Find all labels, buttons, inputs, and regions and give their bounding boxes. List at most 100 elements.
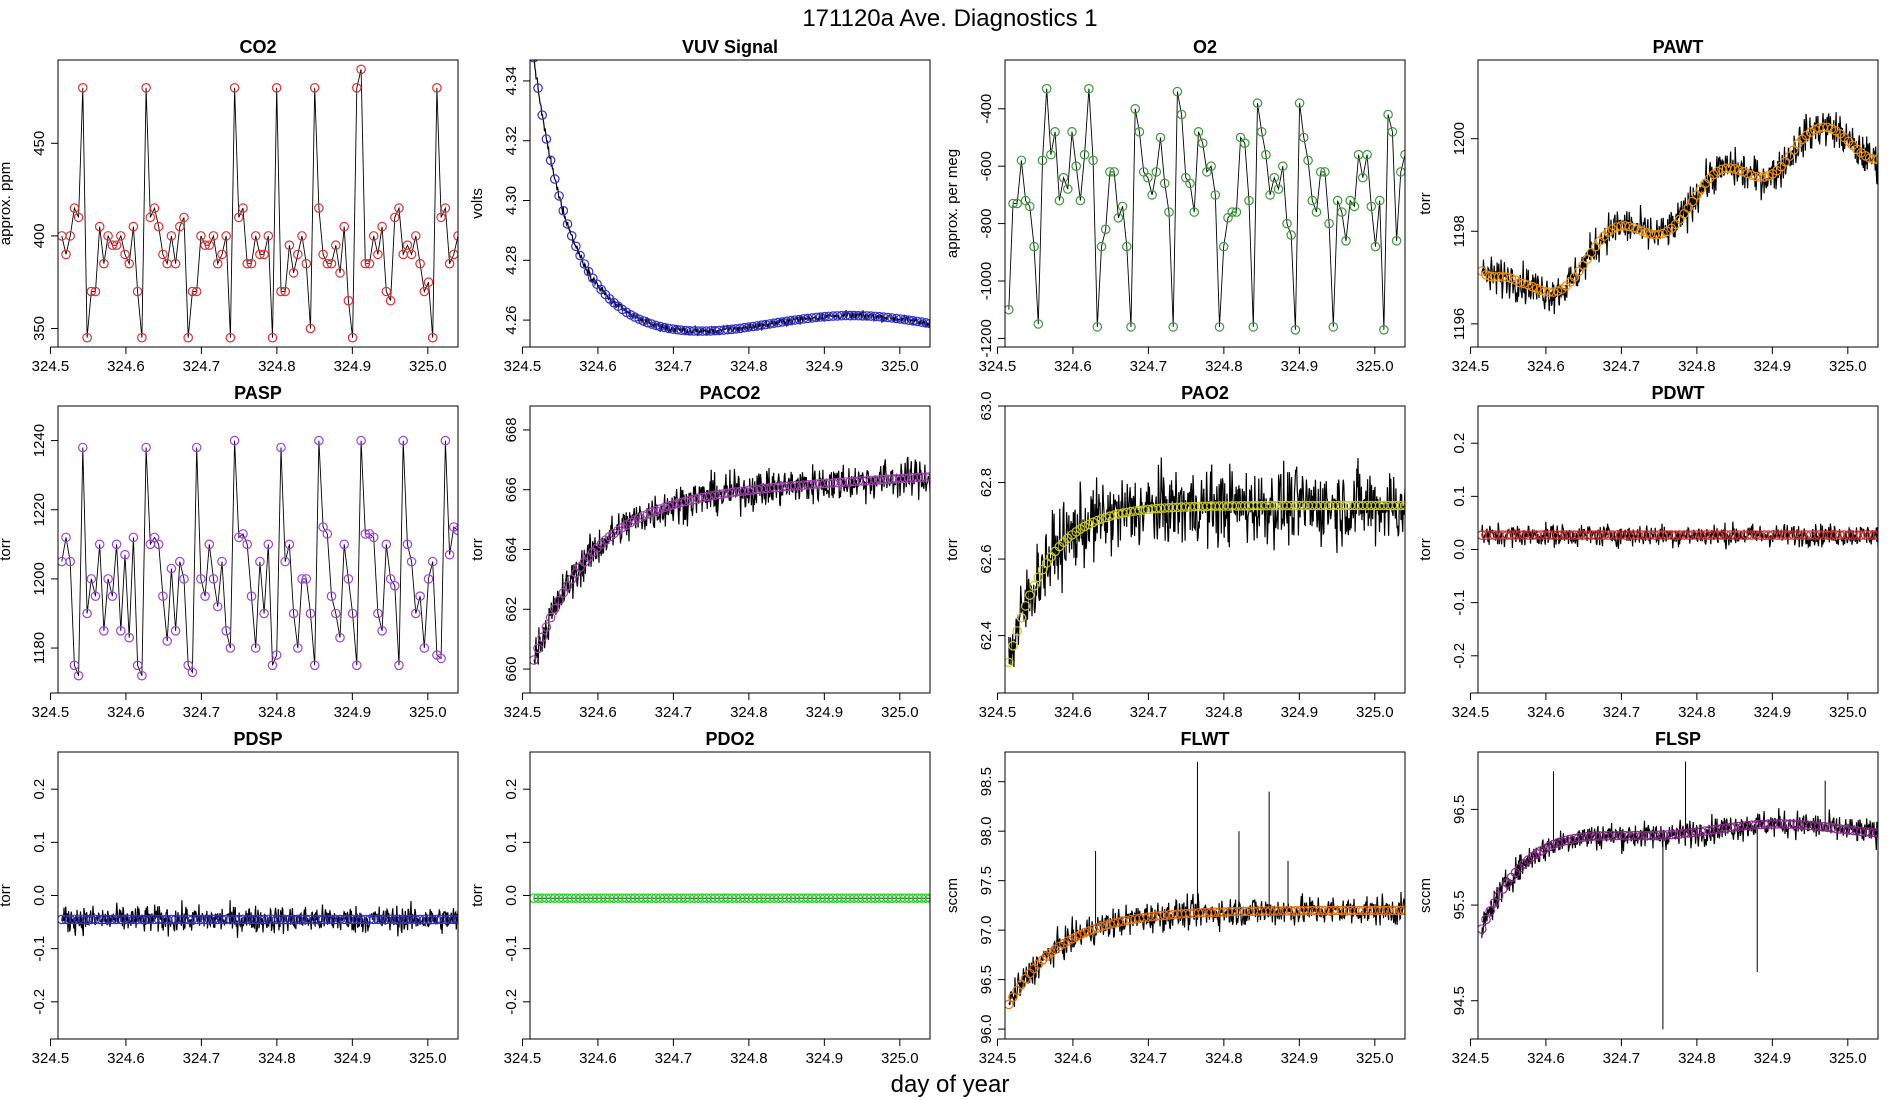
x-axis-pdsp: 324.5 324.6 324.7 324.8 324.9 325.0 bbox=[32, 1038, 447, 1067]
data-point-paco2 bbox=[668, 499, 678, 510]
x-tick-label-pao2: 324.5 bbox=[979, 704, 1017, 721]
y-tick-label-pdo2: 0.1 bbox=[503, 832, 520, 853]
data-point-o2 bbox=[1176, 109, 1187, 120]
y-tick-label-co2: 350 bbox=[31, 316, 48, 341]
plot-area-flwt bbox=[1005, 761, 1405, 1010]
y-tick-label-pao2: 63.0 bbox=[978, 391, 995, 420]
data-point-co2 bbox=[297, 231, 307, 241]
data-point-co2 bbox=[208, 231, 219, 241]
y-axis-label-flwt: sccm bbox=[944, 878, 961, 913]
panel-title-o2: O2 bbox=[1193, 37, 1217, 57]
data-point-pasp bbox=[179, 574, 189, 584]
data-point-pasp bbox=[339, 539, 349, 550]
data-point-co2 bbox=[137, 332, 147, 343]
y-tick-label-flsp: 94.5 bbox=[1451, 986, 1468, 1015]
data-point-paco2 bbox=[659, 502, 670, 513]
y-tick-label-flsp: 95.5 bbox=[1451, 890, 1468, 919]
x-tick-label-o2: 324.6 bbox=[1054, 358, 1092, 375]
data-point-co2 bbox=[78, 83, 88, 93]
x-tick-label-vuv-signal: 324.7 bbox=[655, 358, 693, 375]
data-point-o2 bbox=[1366, 201, 1377, 212]
data-point-pasp bbox=[78, 442, 88, 453]
data-point-o2 bbox=[1282, 218, 1292, 229]
series-line-vuv-signal bbox=[533, 60, 930, 337]
data-point-pdwt bbox=[1869, 530, 1878, 540]
y-tick-label-pawt: 1200 bbox=[1451, 122, 1468, 155]
data-point-co2 bbox=[347, 332, 358, 343]
data-point-o2 bbox=[1299, 132, 1309, 143]
data-point-co2 bbox=[183, 332, 193, 343]
data-point-pasp bbox=[330, 608, 341, 619]
data-point-pawt bbox=[1552, 286, 1563, 296]
plot-area-vuv-signal bbox=[530, 60, 930, 337]
data-point-co2 bbox=[145, 212, 156, 223]
x-tick-label-pasp: 324.7 bbox=[183, 704, 221, 721]
data-point-flwt bbox=[1005, 999, 1014, 1010]
data-point-co2 bbox=[221, 231, 231, 241]
data-point-co2 bbox=[246, 258, 257, 269]
y-tick-label-o2: -1200 bbox=[978, 319, 995, 357]
data-point-pasp bbox=[347, 608, 358, 619]
data-point-co2 bbox=[419, 286, 430, 297]
y-axis-label-pawt: torr bbox=[1417, 192, 1434, 215]
y-tick-label-pdo2: -0.1 bbox=[503, 936, 520, 962]
data-point-pasp bbox=[238, 529, 248, 539]
x-tick-label-flwt: 324.5 bbox=[979, 1050, 1017, 1067]
data-point-paco2 bbox=[545, 612, 556, 623]
data-point-co2 bbox=[82, 332, 92, 343]
data-point-o2 bbox=[1332, 195, 1343, 206]
y-tick-label-pdo2: -0.2 bbox=[503, 989, 520, 1015]
data-point-pasp bbox=[162, 636, 172, 646]
data-point-co2 bbox=[191, 286, 202, 297]
x-tick-label-paco2: 324.6 bbox=[579, 704, 617, 721]
data-point-pasp bbox=[208, 574, 219, 584]
data-point-co2 bbox=[69, 203, 80, 213]
data-point-co2 bbox=[263, 231, 274, 241]
data-point-flwt bbox=[1096, 921, 1107, 932]
data-point-pasp bbox=[267, 660, 278, 671]
y-tick-label-pdwt: 0.0 bbox=[1451, 539, 1468, 560]
data-point-flsp bbox=[1873, 828, 1878, 838]
panel-pasp: PASP torr 324.5 324.6 324.7 324.8 324.9 325.0 11… bbox=[0, 383, 459, 721]
data-point-o2 bbox=[1294, 98, 1305, 108]
x-axis-pdo2: 324.5 324.6 324.7 324.8 324.9 325.0 bbox=[504, 1038, 919, 1067]
panel-title-flsp: FLSP bbox=[1655, 729, 1701, 749]
data-point-co2 bbox=[170, 258, 181, 269]
data-point-pasp bbox=[94, 539, 105, 550]
data-point-o2 bbox=[1109, 167, 1119, 177]
data-point-co2 bbox=[212, 258, 223, 269]
data-point-o2 bbox=[1374, 195, 1385, 206]
data-point-co2 bbox=[166, 231, 177, 241]
x-axis-pawt: 324.5 324.6 324.7 324.8 324.9 325.0 bbox=[1452, 346, 1867, 375]
data-point-co2 bbox=[305, 323, 316, 334]
data-point-co2 bbox=[280, 286, 290, 297]
data-point-pasp bbox=[301, 574, 312, 584]
data-point-o2 bbox=[1189, 207, 1199, 217]
y-axis-label-o2: approx. per meg bbox=[944, 149, 961, 258]
x-tick-label-pdo2: 325.0 bbox=[881, 1050, 919, 1067]
data-point-o2 bbox=[1256, 127, 1267, 137]
y-tick-label-o2: -400 bbox=[978, 94, 995, 124]
y-tick-label-pao2: 62.4 bbox=[978, 621, 995, 650]
x-tick-label-flsp: 324.7 bbox=[1603, 1050, 1641, 1067]
x-tick-label-flwt: 324.8 bbox=[1205, 1050, 1243, 1067]
y-tick-label-pdsp: 0.2 bbox=[31, 779, 48, 800]
data-point-pasp bbox=[436, 653, 446, 664]
x-tick-label-pawt: 324.8 bbox=[1678, 358, 1716, 375]
data-point-vuv-signal bbox=[541, 134, 552, 144]
data-point-o2 bbox=[1058, 172, 1069, 183]
data-point-pawt bbox=[1624, 221, 1635, 232]
data-point-co2 bbox=[200, 240, 210, 250]
data-point-paco2 bbox=[549, 603, 560, 614]
data-point-o2 bbox=[1164, 207, 1174, 217]
data-point-co2 bbox=[271, 83, 282, 93]
y-tick-label-paco2: 668 bbox=[503, 417, 520, 442]
data-point-co2 bbox=[229, 83, 240, 93]
data-point-o2 bbox=[1290, 324, 1301, 335]
data-point-o2 bbox=[1046, 149, 1056, 160]
data-point-pasp bbox=[166, 563, 177, 574]
data-point-pasp bbox=[225, 643, 236, 653]
plot-area-flsp bbox=[1478, 761, 1878, 1030]
